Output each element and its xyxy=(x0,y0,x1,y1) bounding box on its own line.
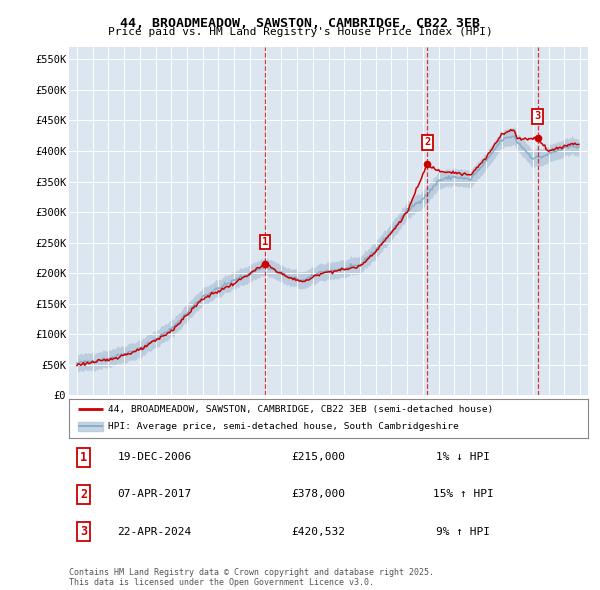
Text: 1: 1 xyxy=(80,451,87,464)
Text: 2: 2 xyxy=(424,137,430,148)
Text: Price paid vs. HM Land Registry's House Price Index (HPI): Price paid vs. HM Land Registry's House … xyxy=(107,27,493,37)
Text: 07-APR-2017: 07-APR-2017 xyxy=(118,490,192,499)
Text: 9% ↑ HPI: 9% ↑ HPI xyxy=(436,527,490,536)
Text: £420,532: £420,532 xyxy=(291,527,345,536)
Text: 15% ↑ HPI: 15% ↑ HPI xyxy=(433,490,494,499)
Text: 3: 3 xyxy=(535,112,541,122)
Text: 19-DEC-2006: 19-DEC-2006 xyxy=(118,453,192,462)
Text: HPI: Average price, semi-detached house, South Cambridgeshire: HPI: Average price, semi-detached house,… xyxy=(108,422,458,431)
Text: £378,000: £378,000 xyxy=(291,490,345,499)
Text: 1% ↓ HPI: 1% ↓ HPI xyxy=(436,453,490,462)
Text: Contains HM Land Registry data © Crown copyright and database right 2025.
This d: Contains HM Land Registry data © Crown c… xyxy=(69,568,434,587)
Text: 3: 3 xyxy=(80,525,87,538)
Text: £215,000: £215,000 xyxy=(291,453,345,462)
Text: 1: 1 xyxy=(262,237,268,247)
Text: 2: 2 xyxy=(80,488,87,501)
Text: 44, BROADMEADOW, SAWSTON, CAMBRIDGE, CB22 3EB (semi-detached house): 44, BROADMEADOW, SAWSTON, CAMBRIDGE, CB2… xyxy=(108,405,493,414)
Text: 44, BROADMEADOW, SAWSTON, CAMBRIDGE, CB22 3EB: 44, BROADMEADOW, SAWSTON, CAMBRIDGE, CB2… xyxy=(120,17,480,30)
Text: 22-APR-2024: 22-APR-2024 xyxy=(118,527,192,536)
